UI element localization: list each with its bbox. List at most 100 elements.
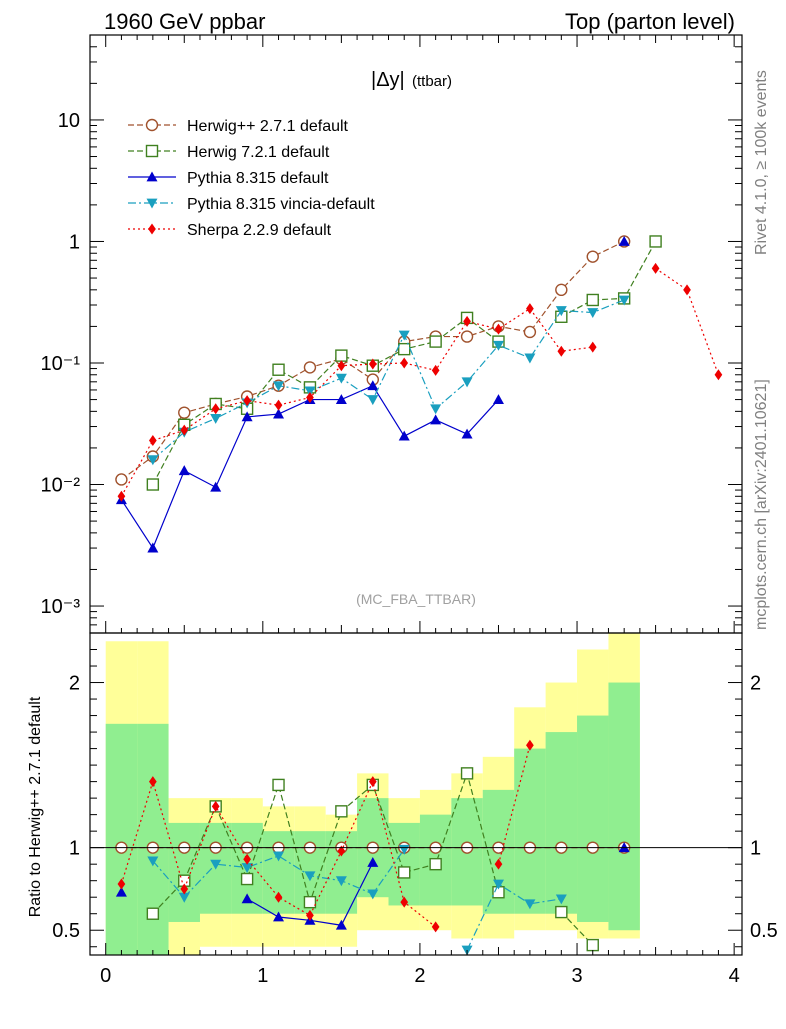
y-tick-label: 1 (69, 231, 80, 253)
green-band-bin (137, 723, 169, 955)
green-band-bin (168, 822, 200, 922)
series-line (561, 241, 657, 318)
green-band-bin (545, 732, 578, 914)
green-band-bin (608, 682, 640, 931)
y-tick-label: 10⁻² (41, 475, 81, 497)
data-point (243, 395, 251, 407)
data-point (430, 414, 442, 425)
series-line (152, 771, 500, 915)
data-point (335, 919, 347, 930)
data-point (240, 872, 254, 886)
data-point (147, 856, 159, 867)
data-point (557, 345, 566, 357)
legend-marker (146, 171, 158, 182)
data-point (460, 330, 474, 343)
data-point (210, 481, 222, 492)
plot-title: |Δy| (ttbar) (371, 69, 452, 91)
data-point (272, 778, 285, 792)
data-point (463, 315, 471, 327)
ratio-y-tick-label-left: 2 (69, 673, 80, 695)
axes: 0 1 2 3 4 10⁻³ 10⁻² 10⁻¹ 1 10 0.5 0.5 1 1 2 2 (41, 34, 778, 987)
x-tick-label: 3 (571, 965, 582, 987)
legend-entry: Sherpa 2.2.9 default (128, 222, 332, 239)
data-point (303, 361, 317, 374)
data-point (430, 404, 442, 415)
data-point (211, 800, 220, 812)
data-point (241, 411, 253, 422)
data-point (306, 392, 314, 404)
data-point (492, 394, 504, 404)
green-band-bin (514, 748, 546, 914)
data-point (555, 905, 568, 919)
data-point (210, 859, 222, 870)
plot-title-main: |Δy| (371, 69, 405, 91)
data-point (368, 776, 377, 788)
data-point (146, 478, 160, 491)
data-point (335, 876, 347, 887)
analysis-watermark: (MC_FBA_TTBAR) (356, 591, 476, 607)
data-point (335, 394, 347, 404)
data-point (178, 465, 190, 476)
legend-entry: Herwig++ 2.7.1 default (128, 118, 349, 135)
data-point (524, 353, 536, 364)
data-point (586, 293, 599, 307)
x-tick-label: 2 (414, 965, 425, 987)
bottom-frame (89, 632, 743, 956)
data-point (210, 413, 222, 424)
data-point (555, 894, 567, 905)
data-point (398, 866, 411, 879)
ratio-y-tick-label-right: 0.5 (750, 920, 778, 942)
data-point (367, 395, 379, 406)
data-point (555, 306, 567, 317)
data-point (555, 283, 568, 297)
data-point (618, 842, 630, 853)
legend-label: Pythia 8.315 default (187, 170, 329, 187)
data-point (461, 428, 473, 439)
data-point (178, 406, 191, 419)
data-point (306, 909, 314, 921)
series-line (120, 779, 437, 928)
series-line (152, 317, 499, 485)
legend-marker (146, 198, 158, 209)
data-point (115, 886, 127, 897)
ratio-y-tick-label-left: 1 (69, 838, 80, 860)
data-point (335, 805, 348, 818)
data-point (683, 284, 691, 296)
data-point (335, 373, 347, 384)
legend-marker (145, 118, 159, 132)
x-tick-label: 1 (257, 965, 268, 987)
data-point (367, 380, 379, 391)
y-tick-label: 10⁻³ (41, 596, 81, 618)
data-point (146, 907, 160, 920)
plot-frames (89, 34, 743, 956)
data-point (586, 250, 599, 263)
data-point (147, 455, 159, 466)
top-panel-series (115, 235, 723, 553)
data-point (524, 899, 536, 910)
data-point (180, 883, 189, 895)
header-left: 1960 GeV ppbar (104, 9, 265, 34)
data-point (335, 349, 348, 362)
data-point (273, 381, 285, 392)
legend-entry: Pythia 8.315 default (128, 170, 329, 187)
data-point (304, 871, 316, 882)
legend-label: Sherpa 2.2.9 default (187, 222, 332, 239)
data-point (367, 857, 379, 867)
ratio-ylabel: Ratio to Herwig++ 2.7.1 default (27, 696, 44, 917)
data-point (429, 857, 442, 871)
data-point (337, 845, 346, 857)
data-point (211, 403, 220, 415)
legend-entry: Pythia 8.315 vincia-default (128, 196, 375, 213)
series-line (497, 745, 531, 865)
ratio-y-tick-label-right: 1 (750, 838, 761, 860)
plot-title-sub: (ttbar) (412, 73, 452, 90)
data-point (460, 767, 474, 780)
data-point (618, 295, 630, 306)
data-point (241, 863, 253, 873)
data-point (651, 262, 660, 274)
legend-entry: Herwig 7.2.1 default (128, 144, 330, 161)
x-tick-label: 4 (729, 965, 740, 987)
series-4 (117, 262, 723, 502)
data-point (178, 892, 190, 903)
data-point (431, 364, 440, 376)
